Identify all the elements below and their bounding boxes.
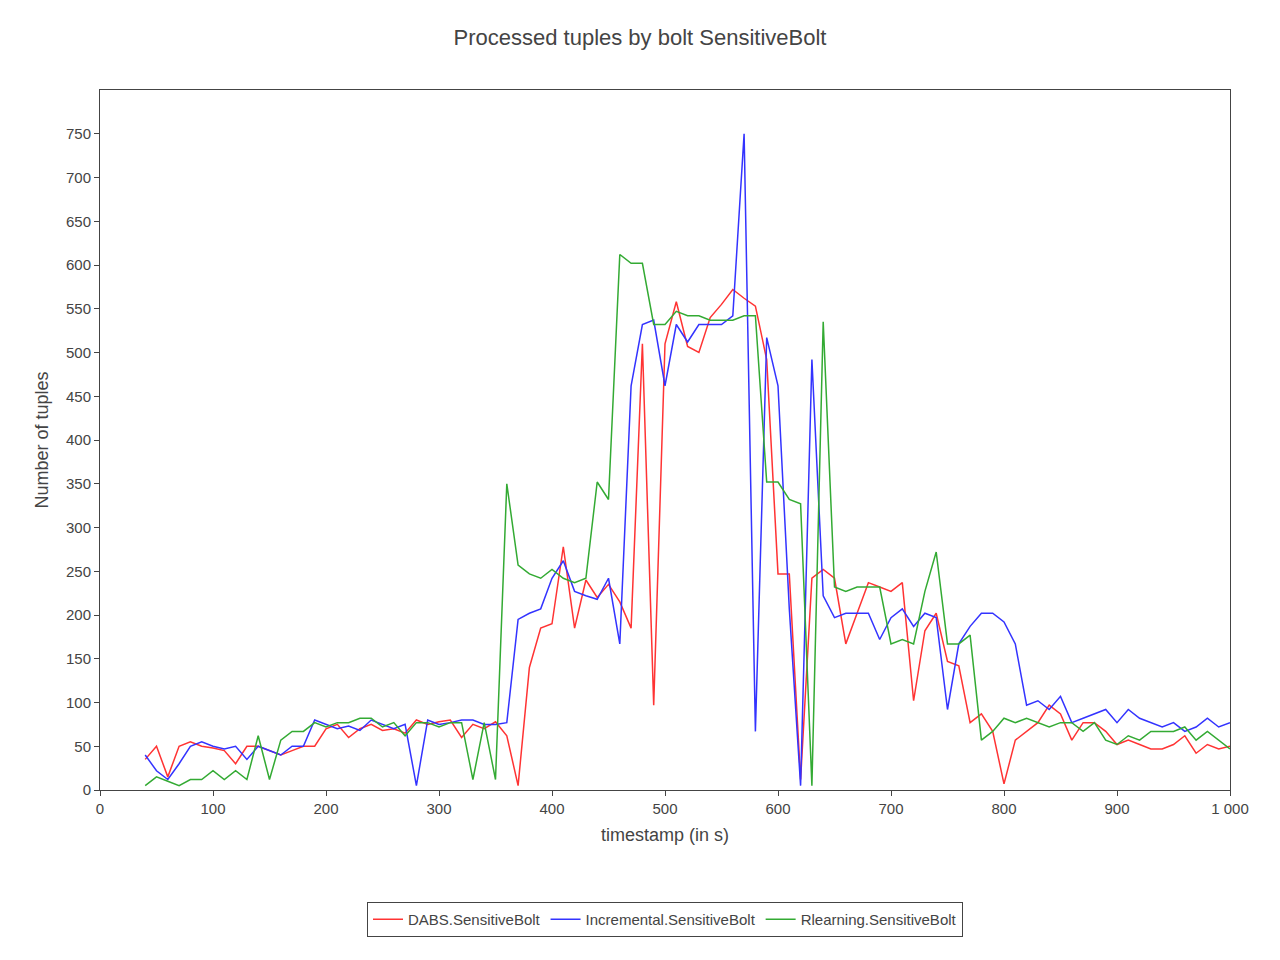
svg-text:300: 300 xyxy=(426,800,451,817)
svg-text:900: 900 xyxy=(1104,800,1129,817)
svg-text:1 000: 1 000 xyxy=(1211,800,1249,817)
svg-text:350: 350 xyxy=(66,475,91,492)
svg-text:50: 50 xyxy=(74,738,91,755)
svg-text:Number of tuples: Number of tuples xyxy=(32,371,52,508)
svg-text:500: 500 xyxy=(66,344,91,361)
svg-text:600: 600 xyxy=(765,800,790,817)
svg-text:Incremental.SensitiveBolt: Incremental.SensitiveBolt xyxy=(586,911,756,928)
svg-text:700: 700 xyxy=(878,800,903,817)
svg-text:250: 250 xyxy=(66,563,91,580)
svg-text:700: 700 xyxy=(66,169,91,186)
svg-text:DABS.SensitiveBolt: DABS.SensitiveBolt xyxy=(408,911,541,928)
svg-text:450: 450 xyxy=(66,388,91,405)
svg-text:Rlearning.SensitiveBolt: Rlearning.SensitiveBolt xyxy=(801,911,957,928)
svg-text:500: 500 xyxy=(652,800,677,817)
svg-text:100: 100 xyxy=(66,694,91,711)
svg-text:0: 0 xyxy=(96,800,104,817)
svg-text:Processed tuples by bolt Sensi: Processed tuples by bolt SensitiveBolt xyxy=(454,25,827,50)
svg-text:200: 200 xyxy=(313,800,338,817)
svg-text:400: 400 xyxy=(539,800,564,817)
svg-text:800: 800 xyxy=(991,800,1016,817)
svg-text:550: 550 xyxy=(66,300,91,317)
svg-text:300: 300 xyxy=(66,519,91,536)
svg-text:400: 400 xyxy=(66,431,91,448)
svg-text:100: 100 xyxy=(200,800,225,817)
svg-text:600: 600 xyxy=(66,256,91,273)
svg-text:0: 0 xyxy=(83,781,91,798)
svg-text:650: 650 xyxy=(66,213,91,230)
svg-text:timestamp (in s): timestamp (in s) xyxy=(601,825,729,845)
svg-text:750: 750 xyxy=(66,125,91,142)
svg-text:200: 200 xyxy=(66,606,91,623)
svg-text:150: 150 xyxy=(66,650,91,667)
